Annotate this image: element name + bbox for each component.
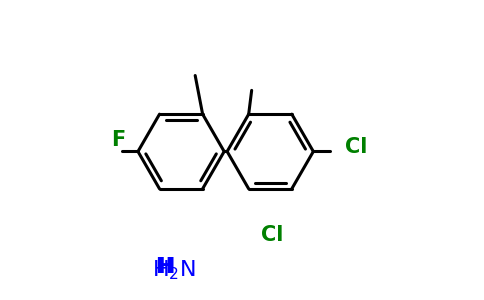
- Text: H: H: [155, 257, 173, 278]
- Text: H: H: [157, 257, 174, 278]
- Text: F: F: [111, 130, 126, 150]
- Text: $\mathregular{H_2N}$: $\mathregular{H_2N}$: [152, 259, 196, 282]
- Text: Cl: Cl: [261, 225, 284, 245]
- Text: Cl: Cl: [345, 137, 367, 157]
